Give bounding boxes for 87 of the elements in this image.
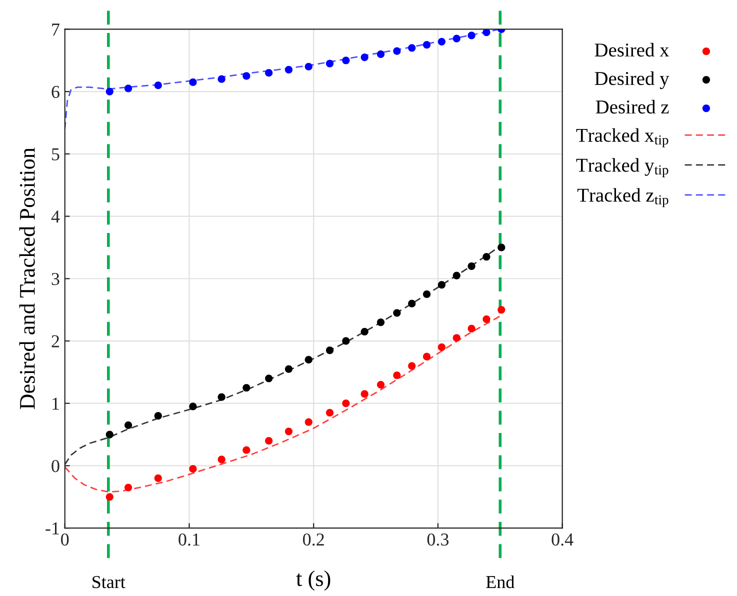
point [482,29,490,36]
point [342,337,350,345]
point [218,456,226,464]
x-tick-label: 0.1 [178,533,200,546]
point [408,44,416,52]
point [189,402,197,410]
y-tick-label: 1 [52,398,59,410]
point [342,56,350,64]
y-tick-label: 7 [52,24,60,36]
point [154,412,162,420]
point [326,346,334,354]
point [408,300,416,308]
y-tick-label: 3 [52,272,60,286]
x-tick-label: 0 [61,533,69,546]
point [422,40,431,49]
y-tick-label: 6 [52,86,60,98]
point [265,69,273,77]
point [284,66,293,74]
legend-label: Tracked z$_{tip}$ [577,188,668,208]
point [422,290,431,298]
legend-label: Desired x [594,42,670,57]
point [284,428,293,436]
point [393,371,401,380]
point [468,324,476,332]
point [326,408,334,416]
point [106,430,114,438]
y-tick-label: 0 [52,460,60,472]
point [422,352,431,360]
x-tick-label: 0.2 [302,533,324,546]
point [468,262,476,270]
point [468,32,476,40]
y-axis-title: Desired and Tracked Position [19,148,35,410]
legend-label: Tracked y$_{tip}$ [576,158,668,178]
point [242,384,250,392]
point [438,281,446,289]
point [342,400,350,408]
point [498,244,506,252]
legend-label: Desired y [594,71,670,90]
point [189,78,197,86]
point [326,60,334,68]
point [482,315,490,323]
legend-label: Desired z [596,100,669,114]
point [376,380,385,388]
point [265,374,273,382]
ref-line-label: Start [92,576,126,588]
point [304,356,312,364]
point [106,88,114,96]
y-tick-label: 5 [52,148,60,160]
legend-label: Tracked x$_{tip}$ [576,128,668,148]
point [106,493,114,501]
point [438,38,446,46]
y-tick-label: -1 [46,522,59,534]
point [360,328,368,336]
point [124,484,132,492]
point [284,365,293,373]
point [218,75,226,83]
point [376,318,385,326]
point [124,421,132,429]
point [482,253,490,261]
point [218,393,226,401]
ref-line-label: End [486,575,514,588]
point [304,62,312,70]
x-axis-title: t (s) [296,570,330,591]
point [376,50,385,58]
point [452,272,460,280]
point [242,446,250,454]
point [124,84,132,92]
x-tick-label: 0.3 [427,533,449,546]
point [242,72,250,80]
x-tick-label: 0.4 [552,533,574,546]
y-tick-label: 4 [51,210,60,223]
point [452,334,460,342]
point [360,53,368,62]
point [304,418,312,426]
point [498,306,506,314]
point [189,465,197,473]
point [452,34,460,42]
point [154,82,162,90]
point [393,309,401,317]
point [438,343,446,352]
point [393,47,401,55]
point [360,390,368,398]
y-tick-label: 2 [52,335,59,348]
point [408,362,416,370]
point [265,436,273,445]
point [154,474,162,482]
line-series [64,315,501,493]
